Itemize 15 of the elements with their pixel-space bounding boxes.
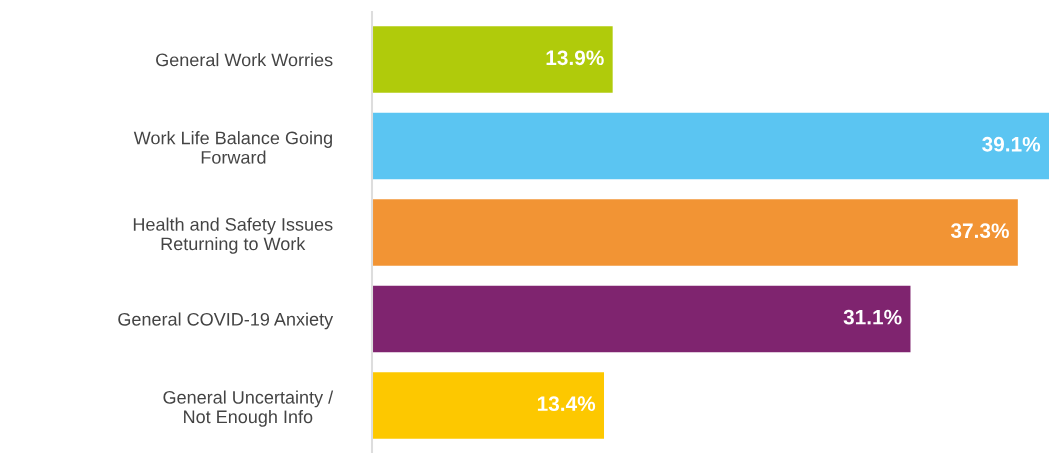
data-label: 31.1% <box>843 309 902 325</box>
bar <box>372 372 605 439</box>
data-label: 39.1% <box>982 136 1041 152</box>
bar <box>372 26 613 93</box>
data-label: 37.3% <box>950 223 1009 239</box>
y-tick-label: Work Life Balance Going Forward <box>133 131 332 164</box>
y-tick-label: General COVID-19 Anxiety <box>118 312 334 330</box>
y-tick-label: General Uncertainty / Not Enough Info <box>163 390 334 427</box>
data-label: 13.9% <box>546 50 604 66</box>
bar <box>372 199 1018 266</box>
bar <box>372 112 1049 180</box>
y-tick-label: General Work Worries <box>156 53 333 67</box>
data-label: 13.4% <box>537 396 596 412</box>
bar <box>372 285 911 353</box>
y-tick-label: Health and Safety Issues Returning to Work <box>133 217 333 254</box>
